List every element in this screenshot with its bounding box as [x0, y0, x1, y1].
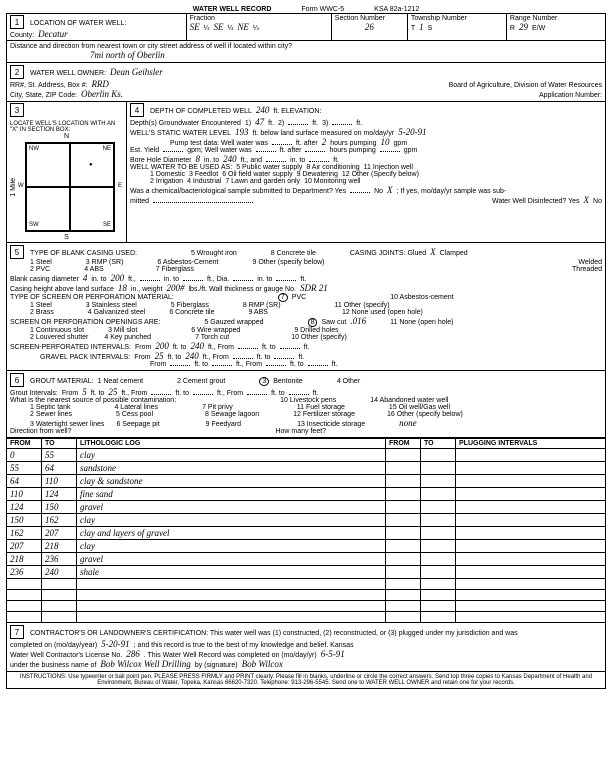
- log-row: 64110clay & sandstone: [7, 475, 606, 488]
- glued-x: X: [430, 247, 436, 257]
- distance-value: 7mi north of Oberlin: [90, 50, 165, 60]
- log-row: [7, 601, 606, 612]
- gpi-to1: 240: [185, 351, 199, 361]
- license-no: 286: [126, 649, 140, 659]
- disinfect-x: X: [584, 195, 590, 205]
- section-number-5: 5: [10, 245, 24, 259]
- record-date: 6-5-91: [321, 649, 345, 659]
- sawcut-value: .016: [350, 316, 366, 326]
- county-value: Decatur: [38, 29, 68, 39]
- sec3-label: LOCATE WELL'S LOCATION WITH AN "X" IN SE…: [10, 121, 123, 133]
- section-number-4: 4: [130, 103, 144, 117]
- board-label: Board of Agriculture, Division of Water …: [449, 82, 602, 89]
- log-row: 150162clay: [7, 514, 606, 527]
- addr-value: RRD: [91, 79, 109, 89]
- section-number-2: 2: [10, 65, 24, 79]
- form-title: WATER WELL RECORD: [193, 6, 272, 13]
- swl-value: 193: [235, 127, 249, 137]
- city-value: Oberlin Ks.: [81, 89, 123, 99]
- section-number-3: 3: [10, 103, 24, 117]
- section-num-label: Section Number: [335, 15, 404, 22]
- casing-dia: 4: [83, 273, 88, 283]
- owner-name: Dean Geihsler: [110, 67, 163, 77]
- depth-value: 240: [256, 105, 270, 115]
- log-row: 110124fine sand: [7, 488, 606, 501]
- gauge-value: SDR 21: [300, 283, 328, 293]
- section-2-owner: 2 WATER WELL OWNER: Dean Geihsler RR#, S…: [6, 63, 606, 102]
- distance-row: Distance and direction from nearest town…: [6, 41, 606, 63]
- lithologic-log-table: FROM TO LITHOLOGIC LOG FROM TO PLUGGING …: [6, 438, 606, 623]
- signature: Bob Wilcox: [242, 659, 283, 669]
- pump-hrs: 2: [322, 137, 327, 147]
- section-diagram: NW NE● SW SE W E: [25, 142, 115, 232]
- spi-from1: 200: [155, 341, 169, 351]
- form-number: Form WWC-5: [301, 6, 344, 13]
- chem-no-x: X: [387, 185, 393, 195]
- casing-height: 18: [118, 283, 127, 293]
- bore-dia: 8: [195, 154, 200, 164]
- section-num: 26: [335, 22, 404, 32]
- loc-label: LOCATION OF WATER WELL:: [30, 20, 126, 27]
- addr-label: RR#, St. Address, Box #:: [10, 82, 87, 89]
- pump-gpm: 10: [381, 137, 390, 147]
- township-label: Township Number: [411, 15, 503, 22]
- county-label: County:: [10, 32, 34, 39]
- completed-date: 5-20-91: [101, 639, 130, 649]
- log-row: 236240shale: [7, 566, 606, 579]
- log-row: 207218clay: [7, 540, 606, 553]
- section-number-7: 7: [10, 625, 24, 639]
- range-label: Range Number: [510, 15, 602, 22]
- section-7-cert: 7 CONTRACTOR'S OR LANDOWNER'S CERTIFICAT…: [6, 623, 606, 672]
- grout-from: 5: [82, 387, 87, 397]
- contam-other: none: [399, 418, 417, 428]
- frac1: SE: [190, 22, 200, 32]
- section-6-grout: 6 GROUT MATERIAL: 1 Neat cement 2 Cement…: [6, 371, 606, 438]
- section-1-location: 1 LOCATION OF WATER WELL: County: Decatu…: [6, 13, 606, 41]
- section-number-1: 1: [10, 15, 24, 29]
- footer-instructions: INSTRUCTIONS: Use typewriter or ball poi…: [6, 672, 606, 689]
- log-row: 5564sandstone: [7, 462, 606, 475]
- township-value: 1: [419, 22, 424, 32]
- frac3: NE: [237, 22, 249, 32]
- gpi-from1: 25: [155, 351, 164, 361]
- log-row: 055clay: [7, 449, 606, 462]
- grout-to: 25: [108, 387, 117, 397]
- casing-weight: 200#: [166, 283, 184, 293]
- gw1-value: 47: [255, 117, 264, 127]
- owner-label: WATER WELL OWNER:: [30, 70, 106, 77]
- frac2: SE: [214, 22, 224, 32]
- app-label: Application Number:: [539, 92, 602, 99]
- fraction-label: Fraction: [190, 15, 328, 22]
- casing-to: 200: [111, 273, 125, 283]
- range-value: 29: [519, 22, 528, 32]
- city-label: City, State, ZIP Code:: [10, 92, 77, 99]
- spi-to1: 240: [190, 341, 204, 351]
- section-5-casing: 5 TYPE OF BLANK CASING USED: 5 Wrought i…: [6, 243, 606, 371]
- log-row: 162207clay and layers of gravel: [7, 527, 606, 540]
- form-ksa: KSA 82a-1212: [374, 6, 419, 13]
- log-row: 218236gravel: [7, 553, 606, 566]
- section-3-4-row: 3 LOCATE WELL'S LOCATION WITH AN "X" IN …: [6, 102, 606, 243]
- distance-label: Distance and direction from nearest town…: [10, 43, 292, 50]
- swl-date: 5-20-91: [398, 127, 427, 137]
- section-number-6: 6: [10, 373, 24, 387]
- bore-depth: 240: [223, 154, 237, 164]
- log-row: [7, 590, 606, 601]
- log-row: [7, 612, 606, 623]
- form-header: WATER WELL RECORD Form WWC-5 KSA 82a-121…: [6, 6, 606, 13]
- business-name: Bob Wilcox Well Drilling: [100, 659, 190, 669]
- log-row: [7, 579, 606, 590]
- log-row: 124150gravel: [7, 501, 606, 514]
